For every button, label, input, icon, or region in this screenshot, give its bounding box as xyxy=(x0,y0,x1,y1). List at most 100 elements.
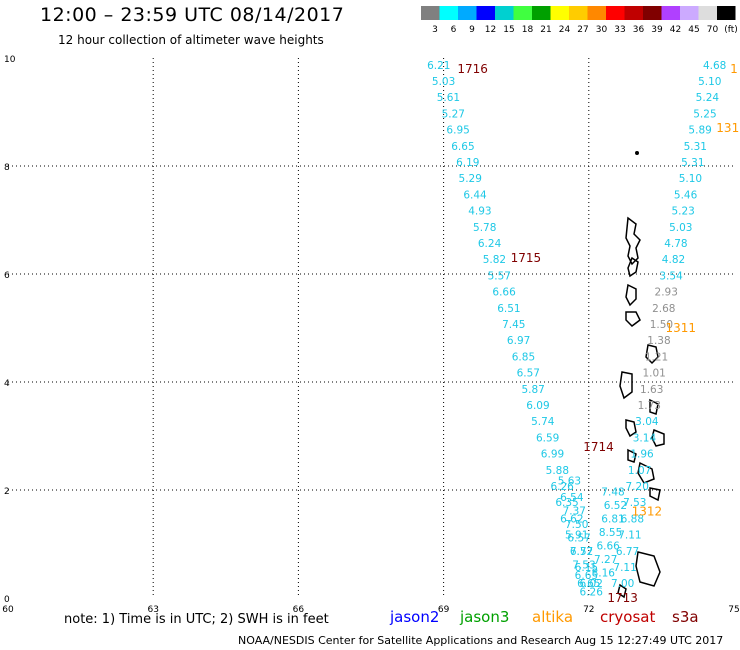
island-outline xyxy=(617,583,627,599)
wave-height-value: 6.77 xyxy=(616,546,639,558)
legend-label: 30 xyxy=(596,25,608,34)
y-tick-label: 4 xyxy=(4,379,10,389)
wave-height-value: 1.63 xyxy=(640,384,663,396)
wave-height-value: 6.99 xyxy=(541,449,564,461)
wave-height-value: 7.11 xyxy=(613,562,636,574)
legend-label: 12 xyxy=(485,25,496,34)
wave-height-value: 6.85 xyxy=(512,351,535,363)
island-outline xyxy=(635,551,661,587)
wave-height-value: 6.88 xyxy=(621,513,644,525)
x-tick-label: 72 xyxy=(583,605,594,615)
wave-height-value: 5.25 xyxy=(693,108,716,120)
color-scale-legend: 3 6 9 12 15 18 21 24 27 30 33 36 39 42 45 70 (ft) xyxy=(421,6,737,34)
y-tick-label: 2 xyxy=(4,487,10,497)
legend-swatch xyxy=(513,6,532,20)
wave-height-value: 6.52 xyxy=(604,500,627,512)
legend-label: 18 xyxy=(522,25,534,34)
wave-height-value: 6.77 xyxy=(570,546,593,558)
legend-label: 33 xyxy=(614,25,625,34)
wave-height-value: 5.29 xyxy=(459,173,482,185)
legend-swatch xyxy=(661,6,680,20)
pass-time-label: 1 xyxy=(730,62,738,76)
wave-height-value: 6.62 xyxy=(560,513,583,525)
y-tick-label: 6 xyxy=(4,271,10,281)
wave-height-value: 6.02 xyxy=(580,578,603,590)
wave-height-value: 7.53 xyxy=(623,497,646,509)
wave-height-value: 6.09 xyxy=(526,400,549,412)
legend-label: (ft) xyxy=(724,25,737,34)
pass-time-label: 1713 xyxy=(607,591,638,605)
island-outline xyxy=(625,216,641,266)
map-grid xyxy=(8,58,734,598)
wave-height-value: 6.24 xyxy=(478,238,502,250)
wave-height-value: 1.50 xyxy=(650,319,673,331)
wave-height-value: 7.45 xyxy=(502,319,525,331)
wave-height-value: 7.50 xyxy=(565,519,588,531)
island-outline xyxy=(645,344,659,365)
axis-ticks: 60 63 66 69 72 75 0 2 4 6 8 10 xyxy=(2,55,739,615)
wave-height-value: 5.27 xyxy=(442,108,465,120)
wave-height-value: 4.78 xyxy=(664,238,687,250)
wave-height-value: 5.03 xyxy=(669,222,692,234)
satellite-s3a: s3a xyxy=(672,608,699,626)
wave-height-value: 7.27 xyxy=(594,554,617,566)
page-subtitle: 12 hour collection of altimeter wave hei… xyxy=(58,33,324,47)
wave-height-value: 5.74 xyxy=(531,416,555,428)
wave-height-value: 6.21 xyxy=(427,60,450,72)
legend-swatch xyxy=(421,6,440,20)
legend-swatch xyxy=(680,6,699,20)
legend-label: 6 xyxy=(451,25,457,34)
wave-height-value: 5.91 xyxy=(565,530,588,542)
island-outline xyxy=(625,311,641,327)
island-outline xyxy=(649,487,661,502)
wave-height-value: 6.19 xyxy=(456,157,479,169)
satellite-jason3: jason3 xyxy=(460,608,510,626)
pass-time-label: 1311 xyxy=(716,121,740,135)
wave-height-value: 6.65 xyxy=(451,141,474,153)
island-coastlines xyxy=(617,151,665,599)
island-dot xyxy=(635,151,639,155)
wave-height-value: 7.52 xyxy=(570,546,593,558)
legend-swatch xyxy=(550,6,569,20)
wave-height-value: 1.01 xyxy=(642,368,665,380)
wave-height-value: 5.61 xyxy=(437,92,460,104)
wave-height-value: 8.55 xyxy=(599,527,622,539)
satellite-jason2: jason2 xyxy=(390,608,440,626)
y-tick-label: 10 xyxy=(4,55,16,65)
wave-height-value: 6.51 xyxy=(497,303,520,315)
legend-label: 9 xyxy=(469,25,475,34)
legend-label: 39 xyxy=(651,25,663,34)
wave-height-value: 6.66 xyxy=(492,287,516,299)
x-tick-label: 66 xyxy=(293,605,305,615)
wave-height-value: 5.78 xyxy=(473,222,496,234)
island-outline xyxy=(649,398,659,415)
satellite-cryosat: cryosat xyxy=(600,608,656,626)
pass-time-label: 1716 xyxy=(457,62,488,76)
wave-height-value: 6.65 xyxy=(577,578,600,590)
legend-swatch xyxy=(495,6,514,20)
wave-height-value: 6.35 xyxy=(555,497,578,509)
legend-swatch xyxy=(698,6,717,20)
wave-height-value: 6.65 xyxy=(575,570,598,582)
wave-height-value: 5.10 xyxy=(698,76,721,88)
legend-label: 42 xyxy=(670,25,681,34)
wave-height-value: 6.26 xyxy=(580,586,604,598)
legend-swatch xyxy=(643,6,662,20)
wave-height-value: 5.24 xyxy=(696,92,720,104)
legend-label: 27 xyxy=(577,25,588,34)
legend-swatch xyxy=(476,6,495,20)
wave-height-value: 1.38 xyxy=(647,335,670,347)
wave-height-value: 5.57 xyxy=(488,270,511,282)
altimeter-tracks: 6.21 5.03 5.61 5.27 6.95 6.65 6.19 5.29 6.44 4.93… xyxy=(427,60,726,598)
page-title: 12:00 – 23:59 UTC 08/14/2017 xyxy=(40,4,345,26)
wave-height-value: 5.46 xyxy=(674,189,698,201)
y-tick-label: 8 xyxy=(4,163,10,173)
wave-height-value: 7.37 xyxy=(563,505,586,517)
wave-height-value: 6.26 xyxy=(550,481,574,493)
pass-time-label: 1311 xyxy=(665,321,696,335)
satellite-altika: altika xyxy=(532,608,574,626)
island-outline xyxy=(651,428,665,447)
wave-height-value: 3.04 xyxy=(635,416,659,428)
wave-height-value: 4.93 xyxy=(468,206,491,218)
wave-height-value: 5.63 xyxy=(558,476,581,488)
